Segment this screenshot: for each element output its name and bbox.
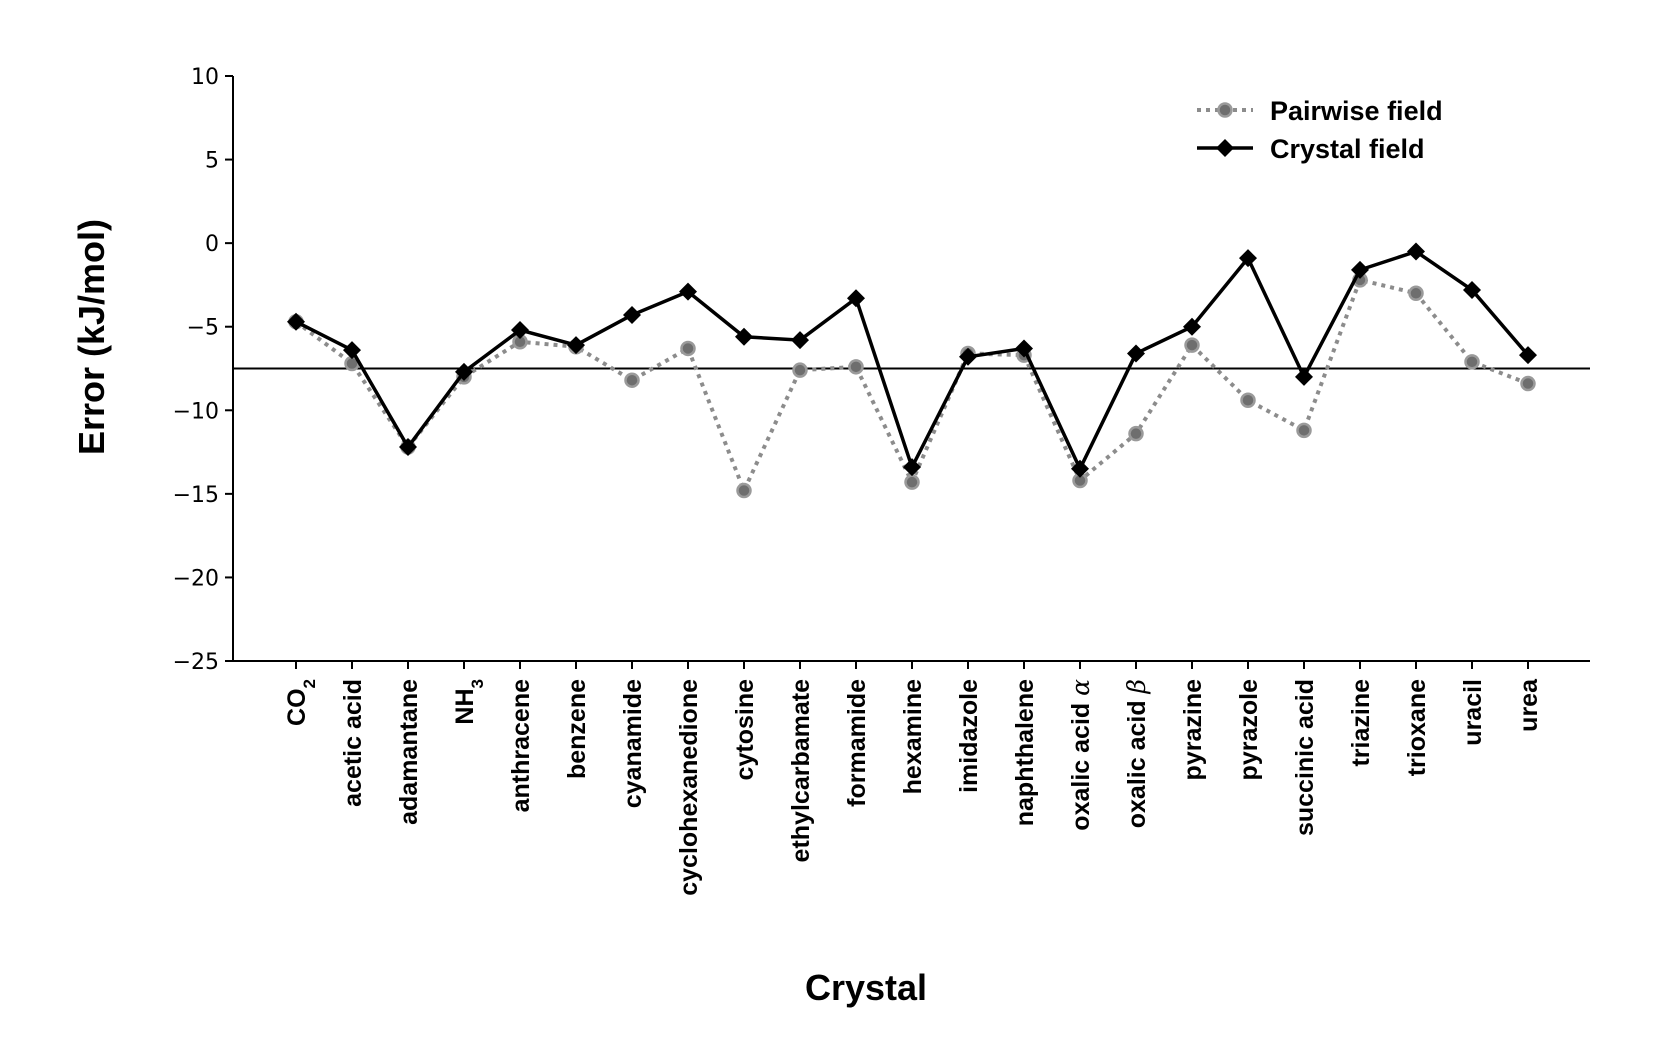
x-tick-label: hexamine bbox=[899, 679, 927, 794]
pairwise-field-point bbox=[624, 372, 640, 388]
y-tick-label: −5 bbox=[187, 316, 219, 341]
pairwise-field-point bbox=[1296, 422, 1312, 439]
pairwise-field-point bbox=[904, 474, 920, 490]
y-tick-label: 5 bbox=[205, 149, 219, 174]
crystal-field-point bbox=[1239, 249, 1257, 268]
crystal-field-point bbox=[679, 282, 697, 301]
x-tick-label: naphthalene bbox=[1011, 679, 1039, 826]
crystal-field-point bbox=[1407, 242, 1425, 261]
crystal-field-point bbox=[1015, 339, 1033, 358]
x-tick-label: adamantane bbox=[395, 679, 423, 825]
x-axis-title: Crystal bbox=[805, 967, 927, 1008]
crystal-field-point bbox=[399, 438, 417, 457]
y-axis-title: Error (kJ/mol) bbox=[71, 219, 112, 455]
y-tick-label: −10 bbox=[173, 399, 219, 424]
crystal-field-point bbox=[903, 458, 921, 477]
y-tick-label: −20 bbox=[173, 566, 219, 591]
pairwise-field-point bbox=[1128, 425, 1144, 442]
pairwise-field-point bbox=[1464, 354, 1480, 370]
crystal-field-point bbox=[1351, 260, 1369, 279]
x-tick-label: oxalic acid β bbox=[1122, 679, 1151, 828]
x-tick-label: cyclohexanedione bbox=[675, 679, 703, 896]
x-tick-label: ethylcarbamate bbox=[787, 679, 815, 863]
pairwise-field-point bbox=[1408, 285, 1424, 302]
x-tick-label: pyrazole bbox=[1235, 679, 1263, 781]
crystal-field-point bbox=[1071, 459, 1089, 478]
y-tick-label: 0 bbox=[205, 232, 219, 257]
pairwise-field-point bbox=[792, 362, 808, 378]
crystal-field-point bbox=[959, 347, 977, 366]
x-tick-label: uracil bbox=[1459, 679, 1487, 746]
crystal-field-point bbox=[1127, 344, 1145, 363]
x-tick-label: pyrazine bbox=[1179, 679, 1207, 781]
pairwise-field-point bbox=[1184, 337, 1200, 353]
x-tick-label: benzene bbox=[563, 679, 591, 779]
pairwise-field-point bbox=[680, 340, 696, 357]
pairwise-field-point bbox=[848, 359, 864, 375]
crystal-field-point bbox=[1463, 280, 1481, 299]
x-tick-label: imidazole bbox=[955, 679, 983, 793]
crystal-field-point bbox=[1183, 317, 1201, 336]
crystal-field-point bbox=[1519, 346, 1537, 365]
y-tick-label: 10 bbox=[191, 65, 219, 90]
crystal-field-point bbox=[623, 306, 641, 325]
crystal-field-point bbox=[567, 336, 585, 355]
series-group bbox=[287, 242, 1537, 499]
y-tick-label: −15 bbox=[173, 483, 219, 508]
x-tick-label: anthracene bbox=[507, 679, 535, 812]
y-tick-label: −25 bbox=[173, 650, 219, 675]
legend-crystal-field-marker bbox=[1216, 139, 1234, 157]
pairwise-field-point bbox=[736, 482, 752, 499]
x-tick-label: acetic acid bbox=[339, 679, 367, 807]
crystal-field-point bbox=[287, 312, 305, 331]
legend-pairwise-field-label: Pairwise field bbox=[1270, 96, 1443, 126]
x-tick-label: trioxane bbox=[1403, 679, 1431, 776]
crystal-field-point bbox=[735, 327, 753, 346]
crystal-field-point bbox=[791, 331, 809, 350]
pairwise-field-point bbox=[1240, 392, 1256, 409]
x-ticks: CO2 acetic acid adamantane NH3 anthracene ben… bbox=[283, 661, 1543, 896]
x-tick-label: cyanamide bbox=[619, 679, 647, 808]
y-ticks: 10 5 0 −5 −10 −15 −20 −25 bbox=[173, 65, 233, 675]
x-tick-label: urea bbox=[1515, 678, 1543, 732]
x-tick-label: NH3 bbox=[451, 679, 487, 725]
x-tick-label: triazine bbox=[1347, 679, 1375, 767]
x-tick-label: succinic acid bbox=[1291, 679, 1319, 836]
x-tick-label: oxalic acid α bbox=[1066, 679, 1095, 831]
crystal-field-line bbox=[295, 249, 1530, 473]
x-tick-label: formamide bbox=[843, 679, 871, 807]
x-tick-label: CO2 bbox=[283, 679, 319, 726]
legend-pairwise-field-marker bbox=[1217, 102, 1233, 118]
x-tick-label: cytosine bbox=[731, 679, 759, 781]
crystal-field-point bbox=[343, 341, 361, 360]
pairwise-field-point bbox=[1520, 375, 1536, 392]
legend: Pairwise field Crystal field bbox=[1197, 96, 1443, 164]
crystal-field-point bbox=[455, 362, 473, 381]
legend-crystal-field-label: Crystal field bbox=[1270, 134, 1425, 164]
crystal-field-point bbox=[1295, 367, 1313, 386]
crystal-field-point bbox=[511, 321, 529, 340]
crystal-field-point bbox=[847, 289, 865, 308]
